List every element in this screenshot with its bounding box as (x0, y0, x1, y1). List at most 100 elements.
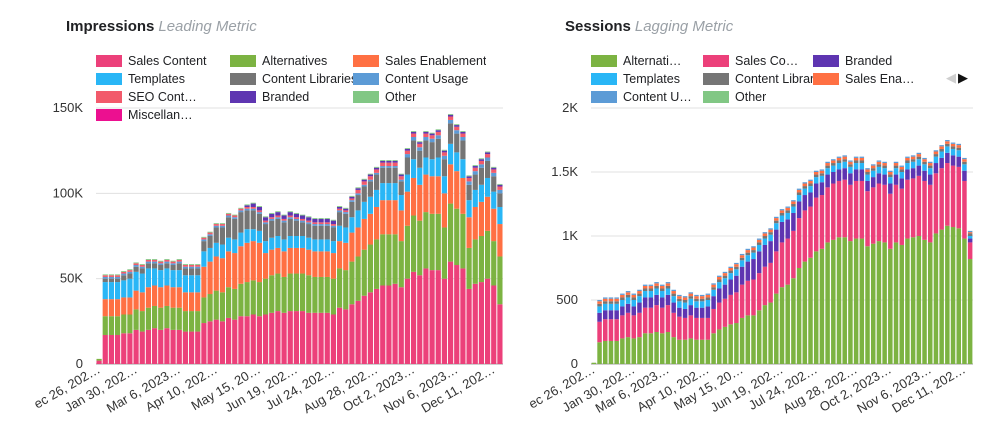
bar-segment (164, 305, 170, 329)
bar-segment (597, 312, 602, 322)
bar-segment (275, 247, 281, 274)
bar-segment (349, 261, 355, 305)
bar-segment (677, 307, 682, 317)
bar-segment (888, 193, 893, 249)
bar-segment (905, 156, 910, 158)
legend-item[interactable]: Content Libraries (703, 72, 830, 86)
legend-item[interactable]: Other (353, 90, 416, 104)
bar-segment (349, 200, 355, 202)
bar-segment (796, 192, 802, 196)
bar-segment (312, 222, 318, 225)
legend-item[interactable]: Templates (591, 72, 680, 86)
bar-segment (299, 220, 306, 223)
bar-segment (614, 319, 619, 341)
bar-segment (145, 287, 152, 308)
bar-segment (962, 157, 967, 160)
bar-segment (213, 225, 219, 228)
bar-segment (250, 280, 256, 315)
bar-segment (201, 239, 207, 242)
bar-segment (882, 242, 887, 364)
bar-segment (631, 315, 637, 339)
bar-segment (398, 173, 404, 175)
bar-segment (306, 237, 312, 250)
bar-segment (324, 218, 330, 223)
bar-segment (694, 301, 699, 308)
legend-item[interactable]: Templates (96, 72, 185, 86)
bar-segment (404, 148, 411, 149)
bar-segment (642, 297, 648, 308)
bar-segment (466, 200, 472, 218)
bar-segment (373, 239, 380, 289)
legend-item[interactable]: Other (703, 90, 766, 104)
bar-segment (232, 215, 238, 218)
legend-item[interactable]: Miscellan… (96, 108, 193, 122)
legend-item[interactable]: Sales Enablement (353, 54, 486, 68)
bar-segment (269, 312, 275, 364)
bar-segment (950, 142, 956, 144)
bar-segment (466, 181, 472, 185)
bar-segment (848, 164, 853, 167)
bar-segment (207, 247, 213, 262)
bar-segment (158, 287, 164, 308)
legend-prev-page-icon[interactable]: ◀ (946, 70, 956, 85)
bar-segment (497, 224, 503, 257)
bar-segment (756, 273, 762, 311)
bar-segment (108, 282, 115, 300)
bar-segment (262, 224, 269, 242)
legend-item[interactable]: Branded (230, 90, 309, 104)
bar-segment (386, 162, 392, 167)
legend-item[interactable]: Content Usage (353, 72, 468, 86)
bar-segment (441, 176, 448, 194)
bar-segment (842, 159, 847, 162)
legend-item[interactable]: Content U… (591, 90, 692, 104)
bar-segment (699, 294, 705, 297)
bar-segment (244, 229, 250, 243)
bar-segment (386, 285, 392, 364)
bar-segment (819, 170, 825, 174)
bar-segment (219, 225, 226, 228)
bar-segment (219, 292, 226, 322)
bar-segment (121, 280, 127, 298)
bar-segment (158, 270, 164, 288)
legend-next-page-icon[interactable]: ▶ (958, 70, 968, 85)
bar-segment (380, 200, 386, 235)
bar-segment (410, 177, 417, 216)
bar-segment (813, 172, 819, 175)
legend-item[interactable]: Content Libraries (230, 72, 357, 86)
legend-item[interactable]: Alternatives (230, 54, 327, 68)
bar-segment (164, 328, 170, 364)
bar-segment (734, 269, 739, 276)
bar-segment (281, 222, 287, 240)
legend-item[interactable]: Alternati… (591, 54, 681, 68)
bar-segment (774, 218, 779, 221)
legend-item[interactable]: SEO Cont… (96, 90, 197, 104)
legend-item[interactable]: Sales Ena… (813, 72, 914, 86)
bar-segment (865, 168, 870, 170)
bar-segment (429, 132, 435, 134)
bar-segment (386, 183, 392, 201)
bar-segment (145, 259, 152, 260)
bar-segment (164, 268, 170, 286)
bar-segment (151, 328, 158, 364)
legend-item[interactable]: Sales Content (96, 54, 207, 68)
bar-segment (677, 296, 682, 299)
bar-segment (447, 164, 454, 204)
bar-segment (250, 229, 256, 242)
bar-segment (739, 253, 745, 256)
bar-segment (330, 314, 337, 364)
legend-item[interactable]: Sales Co… (703, 54, 798, 68)
bar-segment (269, 275, 275, 313)
bar-segment (956, 147, 961, 151)
bar-segment (410, 133, 417, 138)
bar-segment (956, 143, 961, 146)
legend-item[interactable]: Branded (813, 54, 892, 68)
bar-segment (842, 161, 847, 169)
bar-segment (102, 275, 108, 277)
bar-segment (256, 230, 263, 243)
bar-segment (410, 215, 417, 272)
bar-segment (927, 184, 933, 243)
bar-segment (717, 302, 722, 330)
y-tick-label: 1.5K (551, 164, 578, 179)
y-tick-label: 0 (571, 356, 578, 371)
bar-segment (939, 146, 944, 149)
